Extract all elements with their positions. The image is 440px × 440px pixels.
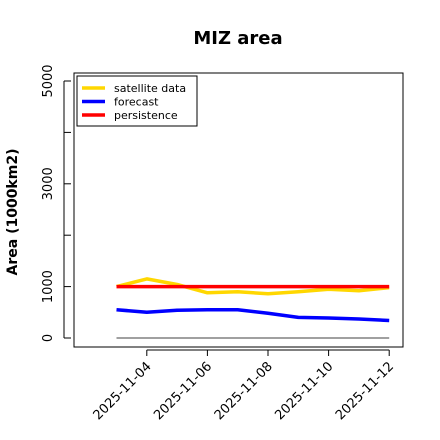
x-tick-label: 2025-11-12 (333, 359, 397, 423)
series-line-satellite-data (116, 277, 390, 296)
x-axis: 2025-11-042025-11-062025-11-082025-11-10… (91, 349, 397, 423)
y-tick-label: 0 (41, 334, 56, 342)
x-tick-label: 2025-11-06 (151, 359, 215, 423)
x-tick-label: 2025-11-10 (272, 359, 336, 423)
plot-area (73, 72, 404, 348)
legend-label: satellite data (114, 82, 186, 95)
y-axis: 0 1000 3000 5000 (41, 64, 71, 342)
series-line-forecast (116, 307, 390, 323)
x-tick-label: 2025-11-08 (212, 359, 276, 423)
y-tick-label: 3000 (41, 167, 56, 200)
chart-title: MIZ area (193, 28, 282, 49)
y-axis-label: Area (1000km2) (5, 149, 21, 276)
y-tick-label: 5000 (41, 64, 56, 97)
series-lines (116, 277, 390, 323)
x-tick-label: 2025-11-04 (91, 359, 155, 423)
legend-label: persistence (114, 109, 178, 122)
y-tick-label: 1000 (41, 270, 56, 303)
legend-label: forecast (114, 96, 159, 109)
